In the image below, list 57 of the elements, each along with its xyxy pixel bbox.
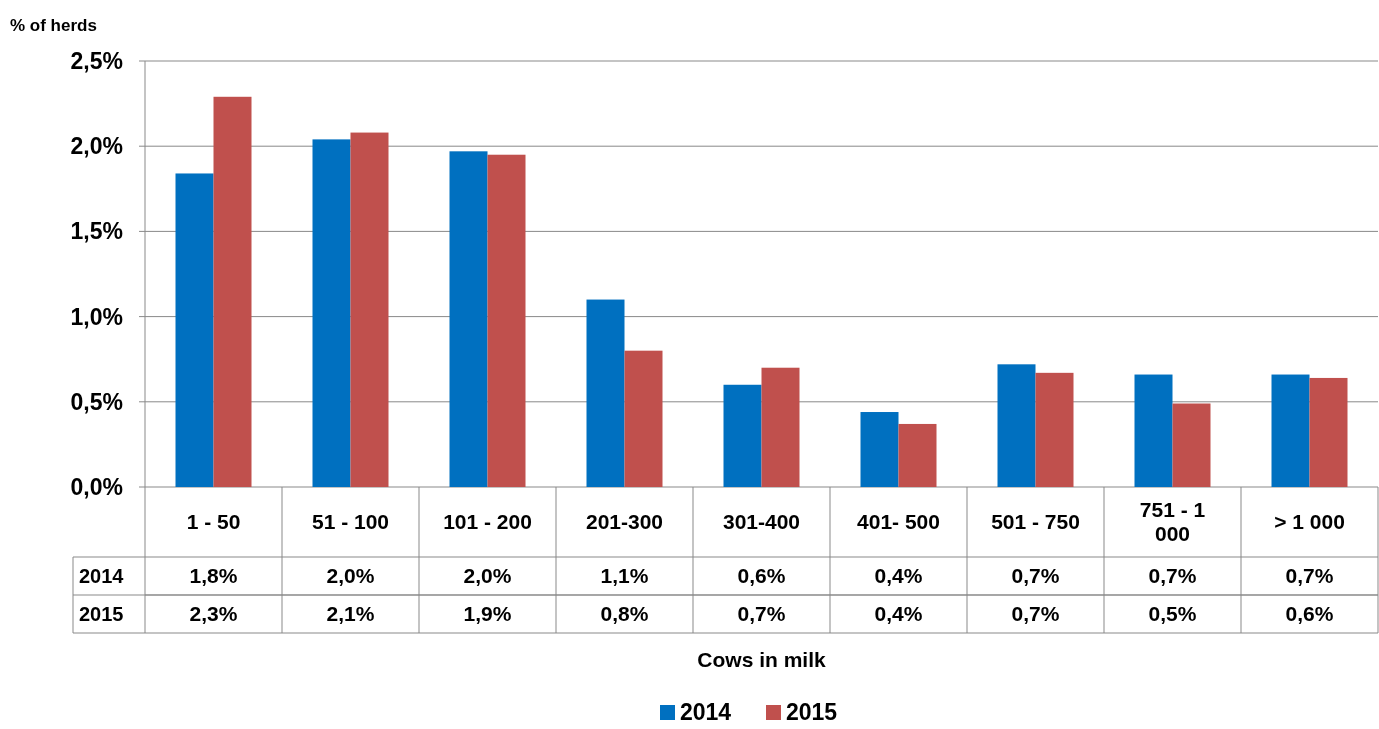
data-label: 0,7% [737,602,786,626]
data-label: 0,6% [737,564,786,588]
x-tick-label: 201-300 [585,510,664,534]
data-label: 1,1% [600,564,649,588]
bar [312,139,351,487]
y-axis-title: % of herds [10,16,97,35]
x-axis-title: Cows in milk [697,648,826,671]
bar [1035,372,1074,487]
x-tick-label: 301-400 [722,510,801,534]
x-tick-label: 1 - 50 [186,510,241,534]
data-label: 0,4% [874,564,923,588]
y-tick-label: 1,5% [70,218,123,245]
x-tick-label: 501 - 750 [991,510,1080,534]
data-label: 2,1% [326,602,375,626]
bar [449,151,488,487]
bar [175,173,214,487]
bar [1172,403,1211,487]
x-tick-label: > 1 000 [1274,510,1345,534]
bar [487,154,526,487]
x-tick-label: 751 - 1 000 [1139,498,1206,546]
data-label: 0,7% [1285,564,1334,588]
legend-label: 2015 [786,699,838,725]
bar [761,367,800,487]
data-label: 0,6% [1285,602,1334,626]
y-tick-label: 2,0% [70,133,123,160]
y-tick-label: 1,0% [70,303,123,330]
x-tick-label: 101 - 200 [443,510,532,534]
data-label: 0,7% [1011,602,1060,626]
x-tick-label: 51 - 100 [311,510,390,534]
y-tick-label: 0,0% [70,474,123,501]
data-label: 2,0% [463,564,512,588]
bar [860,412,899,487]
bar [723,384,762,487]
y-tick-label: 0,5% [70,388,123,415]
data-label: 0,7% [1011,564,1060,588]
x-tick-label: 401- 500 [857,510,940,534]
data-label: 0,8% [600,602,649,626]
bar [898,423,937,487]
y-tick-label: 2,5% [70,48,123,75]
bar [1134,374,1173,487]
data-label: 0,5% [1148,602,1197,626]
data-label: 2,0% [326,564,375,588]
bar [624,350,663,487]
text: 2014 [79,565,124,587]
bar [586,299,625,487]
bar [1309,377,1348,487]
data-label: 2,3% [189,602,238,626]
data-label: 0,4% [874,602,923,626]
bar [350,132,389,487]
bar [213,96,252,487]
data-label: 0,7% [1148,564,1197,588]
data-label: 1,8% [189,564,238,588]
bar [997,364,1036,487]
legend-label: 2014 [680,699,732,725]
bar [1271,374,1310,487]
text: 2015 [79,603,124,625]
data-label: 1,9% [463,602,512,626]
